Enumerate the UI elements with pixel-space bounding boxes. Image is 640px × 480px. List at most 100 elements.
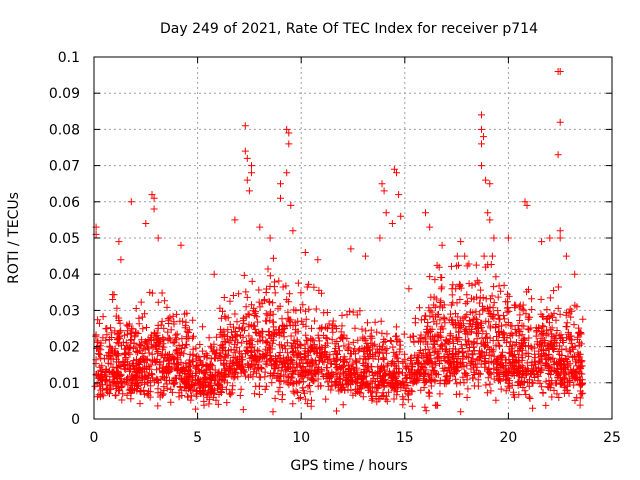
roti-point [312,360,320,368]
roti-point [422,312,430,320]
roti-point [480,252,488,260]
roti-peak-point [285,129,293,137]
roti-point [387,371,395,379]
roti-point [182,364,190,372]
roti-point [482,317,490,325]
roti-point [451,365,458,373]
roti-point [564,361,572,369]
roti-point [431,338,439,345]
roti-point [145,387,152,395]
roti-point [223,399,231,407]
roti-point [236,392,244,399]
roti-point [518,378,526,386]
roti-point [96,319,103,327]
roti-point [176,383,184,391]
roti-point [205,334,213,342]
roti-point [124,327,132,335]
roti-point [440,380,448,388]
roti-point [180,378,188,386]
roti-point [270,283,278,291]
roti-point [379,355,387,363]
roti-point [446,377,454,385]
roti-point [97,354,105,362]
roti-point [97,373,105,381]
roti-point [315,337,323,345]
roti-point [333,356,341,364]
roti-point [406,333,414,341]
x-tick-label: 10 [292,430,310,446]
roti-point [502,339,510,346]
roti-point [244,360,252,368]
roti-point [252,369,260,377]
roti-point [570,381,578,389]
roti-point [236,362,243,370]
roti-point [224,314,232,322]
roti-point [434,333,442,340]
roti-point [326,373,334,380]
roti-point [310,283,318,291]
roti-point [400,379,408,387]
roti-point [102,336,110,344]
roti-point [122,339,130,347]
roti-point [373,398,381,406]
roti-point [117,327,125,335]
roti-point [276,355,284,363]
roti-point [181,310,189,318]
data-points [91,68,587,416]
roti-point [153,329,161,337]
roti-point [486,380,494,388]
roti-point [317,382,325,390]
roti-point [366,384,374,392]
roti-point [419,354,427,362]
roti-point [405,391,412,399]
roti-point [315,365,323,373]
roti-point [167,385,175,393]
roti-point [545,363,553,371]
roti-peak-point [248,169,255,177]
roti-point [486,324,494,332]
roti-point [262,310,270,318]
roti-point [246,339,254,347]
roti-point [289,400,297,408]
roti-point [440,315,448,322]
roti-point [463,394,471,401]
roti-peak-point [457,238,465,246]
roti-point [113,304,121,312]
roti-point [499,331,507,339]
roti-peak-point [438,241,446,249]
roti-peak-point [241,122,249,130]
roti-point [431,377,439,385]
roti-point [482,295,490,303]
roti-point [469,309,477,317]
roti-point [115,371,123,379]
roti-point [483,333,491,341]
roti-point [471,314,479,322]
roti-point [566,335,574,343]
roti-point [257,373,265,381]
roti-point [262,337,270,345]
roti-point [511,341,519,349]
roti-point [493,369,501,377]
roti-point [175,341,183,349]
roti-peak-point [117,256,125,264]
roti-point [455,261,462,269]
roti-point [554,304,562,312]
roti-point [306,388,314,396]
roti-point [299,364,307,372]
roti-point [250,304,258,312]
roti-point [252,382,260,390]
roti-point [322,395,330,403]
roti-peak-point [486,180,494,188]
roti-point [426,377,434,385]
roti-point [231,354,239,362]
roti-point [291,340,299,348]
roti-point [429,366,437,374]
roti-point [515,326,523,334]
roti-point [537,295,545,303]
roti-point [516,328,524,335]
roti-peak-point [478,125,485,133]
roti-point [214,369,222,377]
roti-point [292,307,300,315]
roti-point [487,358,495,366]
roti-point [169,312,177,320]
